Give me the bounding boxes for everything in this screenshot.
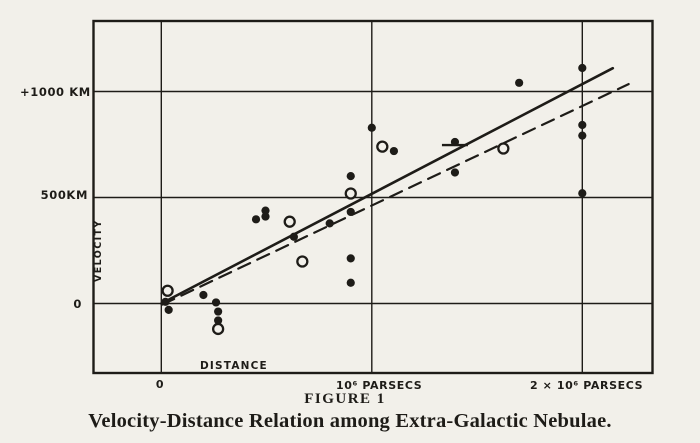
x-axis-title: DISTANCE — [200, 360, 268, 372]
figure-number: FIGURE 1 — [304, 391, 386, 407]
data-point-filled — [214, 316, 223, 325]
y-axis-title: VELOCITY — [93, 219, 104, 282]
data-point-open — [344, 187, 357, 200]
x-tick-label-0: 0 — [155, 378, 165, 391]
data-point-open — [161, 284, 174, 297]
data-point-filled — [450, 168, 460, 177]
data-point-filled — [199, 290, 208, 300]
data-point-filled — [367, 123, 376, 132]
data-point-filled — [261, 212, 270, 221]
data-point-filled — [346, 254, 355, 263]
data-point-filled — [211, 298, 221, 307]
data-point-filled — [578, 120, 587, 130]
data-point-filled — [578, 63, 587, 73]
data-point-filled — [578, 189, 587, 198]
data-point-open — [283, 215, 296, 228]
data-point-filled — [346, 171, 355, 181]
x-tick-label-1e6: 10⁶ PARSECS — [336, 379, 423, 392]
data-point-filled — [389, 146, 399, 156]
y-tick-label-0: 0 — [73, 297, 82, 311]
data-point-filled — [164, 305, 173, 314]
data-point-open — [497, 142, 510, 155]
y-tick-label-500: 500KM — [40, 188, 88, 202]
data-point-filled — [261, 206, 270, 215]
data-point-filled — [251, 215, 261, 224]
fit-line-dashed — [161, 82, 630, 306]
data-point-open — [296, 255, 309, 268]
figure-caption: Velocity-Distance Relation among Extra-G… — [88, 410, 612, 432]
data-point-open — [376, 140, 389, 153]
data-point-open — [211, 322, 225, 336]
data-point-filled — [214, 307, 223, 316]
fit-line-solid — [160, 66, 615, 305]
data-point-filled — [325, 219, 334, 228]
data-point-filled — [289, 232, 299, 241]
data-point-filled — [346, 278, 355, 287]
y-tick-label-1000: +1000 KM — [20, 85, 91, 99]
x-tick-label-2e6: 2 × 10⁶ PARSECS — [530, 379, 644, 392]
data-point-filled — [346, 207, 355, 217]
mean-point-dot — [450, 137, 460, 147]
data-point-filled — [161, 297, 170, 306]
data-point-filled — [515, 78, 524, 87]
plot-frame — [92, 19, 654, 375]
data-point-filled — [578, 131, 587, 140]
